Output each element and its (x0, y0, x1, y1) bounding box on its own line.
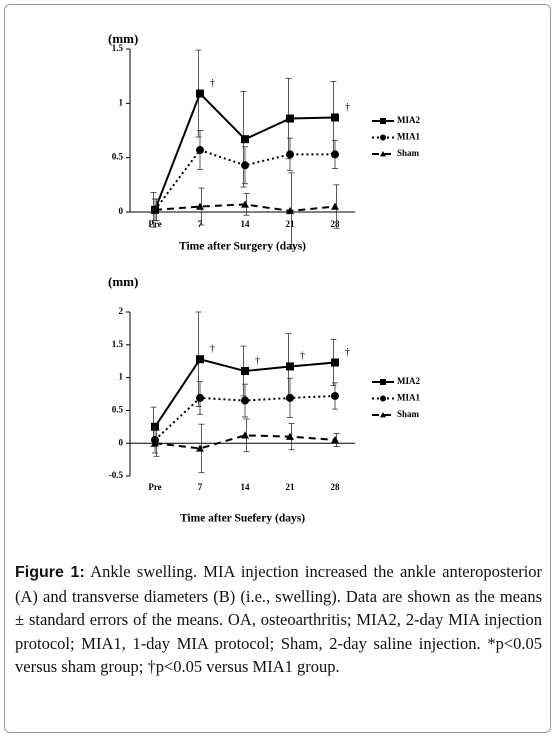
marker (241, 396, 249, 405)
marker (380, 151, 386, 157)
marker (286, 150, 294, 159)
annotation: † (300, 351, 305, 362)
marker (380, 134, 386, 141)
marker (196, 89, 204, 98)
x-tick-label: 7 (198, 219, 203, 229)
y-tick-label: 1 (119, 97, 124, 107)
y-axis-label: (mm) (108, 274, 138, 289)
series-line (154, 434, 336, 450)
x-tick-label: 21 (286, 219, 296, 229)
x-tick-label: Pre (148, 219, 161, 229)
y-tick-label: 1.5 (112, 339, 124, 349)
x-tick-label: 14 (241, 219, 251, 229)
caption-label: Figure 1: (15, 564, 85, 581)
marker (241, 200, 249, 208)
marker (331, 358, 339, 367)
marker (151, 205, 159, 214)
annotation: † (210, 344, 215, 355)
legend-label: MIA2 (397, 115, 420, 125)
y-axis-label: (mm) (108, 31, 138, 46)
marker (196, 146, 204, 155)
marker (380, 118, 386, 124)
marker (241, 161, 249, 170)
marker (241, 431, 249, 439)
marker (331, 113, 339, 122)
legend-label: MIA2 (397, 376, 420, 386)
caption-text: Ankle swelling. MIA injection increased … (15, 562, 543, 676)
marker (286, 432, 294, 440)
marker (286, 114, 294, 123)
x-tick-label: 28 (331, 219, 341, 229)
marker (286, 206, 294, 215)
x-tick-label: 28 (331, 482, 341, 492)
figure-frame (4, 4, 551, 733)
marker (196, 444, 204, 452)
legend-label: MIA1 (397, 393, 420, 403)
marker (241, 367, 249, 376)
x-tick-label: 21 (286, 482, 296, 492)
x-axis-label: Time after Surgery (days) (179, 241, 306, 253)
x-tick-label: Pre (148, 482, 161, 492)
y-tick-label: 2 (119, 306, 124, 316)
y-tick-label: 0.5 (112, 152, 124, 162)
annotation: † (345, 102, 350, 113)
marker (331, 202, 339, 210)
y-tick-label: -0.5 (109, 470, 124, 480)
marker (196, 355, 204, 364)
annotation: † (345, 347, 350, 358)
y-tick-label: 0.5 (112, 404, 124, 414)
y-tick-label: 0 (119, 206, 124, 216)
legend-label: Sham (397, 148, 420, 158)
marker (331, 435, 339, 444)
y-tick-label: 1.5 (112, 43, 124, 53)
x-tick-label: 14 (241, 482, 251, 492)
legend-label: MIA1 (397, 132, 420, 142)
x-tick-label: 7 (198, 482, 203, 492)
marker (241, 135, 249, 144)
legend-label: Sham (397, 409, 420, 419)
marker (331, 150, 339, 159)
chart: (mm) 0 0.5 1 1.5 Pre 7 14 21 28 Time after Surgery… (108, 31, 420, 253)
chart: (mm) -0.5 0 0.5 1 1.5 2 Pre 7 14 21 28 Time after Su… (108, 274, 420, 525)
caption: Figure 1: Ankle swelling. MIA injection … (15, 560, 542, 679)
marker (151, 439, 159, 447)
marker (380, 395, 386, 402)
marker (286, 362, 294, 371)
y-tick-label: 1 (119, 372, 124, 382)
marker (331, 391, 339, 400)
y-tick-label: 0 (119, 437, 124, 447)
marker (380, 379, 386, 385)
marker (196, 393, 204, 402)
marker (286, 393, 294, 402)
marker (196, 202, 204, 210)
marker (380, 412, 386, 418)
annotation: † (255, 355, 260, 366)
x-axis-label: Time after Suefery (days) (180, 513, 305, 525)
annotation: † (210, 78, 215, 89)
